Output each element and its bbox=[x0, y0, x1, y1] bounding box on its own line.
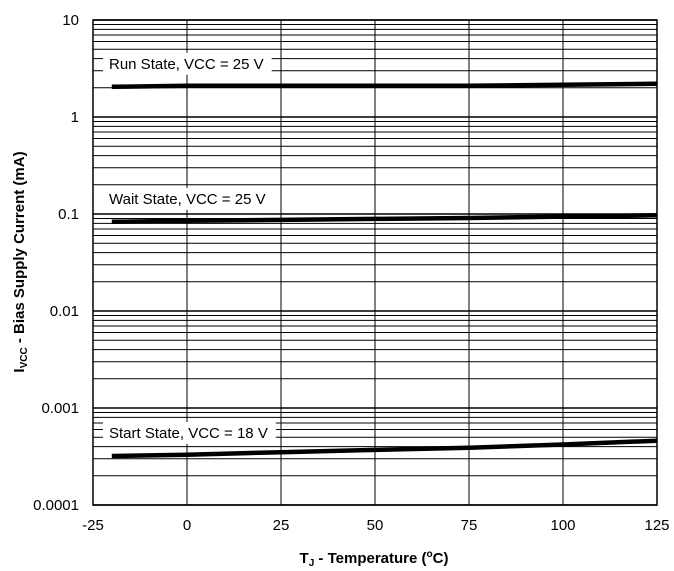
series-label-2: Wait State, VCC = 25 V bbox=[103, 187, 274, 210]
x-axis-title: TJ - Temperature (oC) bbox=[300, 549, 449, 569]
series-lines bbox=[111, 81, 658, 459]
series-line-2 bbox=[111, 213, 658, 225]
x-tick-label: 75 bbox=[461, 517, 478, 534]
x-tick-label: 0 bbox=[183, 517, 191, 534]
series-label-1: Run State, VCC = 25 V bbox=[103, 52, 272, 75]
series-label-text: Wait State, VCC = 25 V bbox=[109, 191, 266, 208]
x-tick-label: 125 bbox=[644, 517, 669, 534]
y-axis-title: IVCC - Bias Supply Current (mA) bbox=[11, 151, 30, 372]
y-tick-label: 0.001 bbox=[41, 400, 79, 417]
x-tick-label: 100 bbox=[550, 517, 575, 534]
series-label-text: Run State, VCC = 25 V bbox=[109, 56, 264, 73]
plot-frame bbox=[92, 19, 658, 506]
series-label-background bbox=[103, 187, 274, 210]
series-labels: Run State, VCC = 25 V Wait State, VCC = 2… bbox=[103, 52, 276, 445]
series-label-background bbox=[103, 422, 276, 445]
y-tick-label: 0.01 bbox=[50, 303, 79, 320]
x-tick-label: 25 bbox=[273, 517, 290, 534]
y-tick-label: 10 bbox=[62, 12, 79, 29]
y-tick-labels: 0.0001 0.001 0.01 0.1 1 10 bbox=[33, 12, 79, 514]
series-label-text: Start State, VCC = 18 V bbox=[109, 425, 268, 442]
series-label-3: Start State, VCC = 18 V bbox=[103, 422, 276, 445]
x-tick-label: 50 bbox=[367, 517, 384, 534]
y-tick-label: 1 bbox=[71, 109, 79, 126]
x-tick-labels: -25 0 25 50 75 100 125 bbox=[82, 517, 669, 534]
series-line-1 bbox=[111, 81, 658, 90]
series-label-background bbox=[103, 52, 272, 75]
y-tick-label: 0.1 bbox=[58, 206, 79, 223]
y-tick-label: 0.0001 bbox=[33, 497, 79, 514]
series-line-3 bbox=[111, 438, 658, 459]
x-tick-label: -25 bbox=[82, 517, 104, 534]
